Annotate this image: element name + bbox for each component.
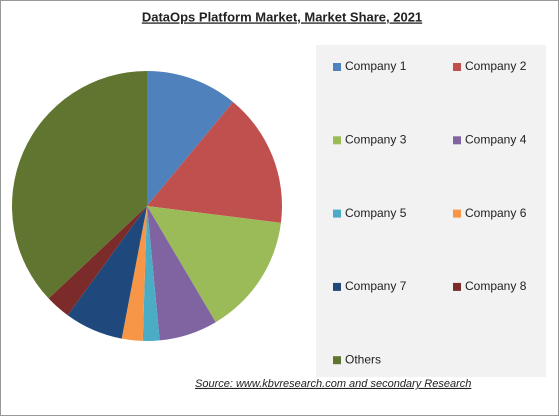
- pie-slice: [121, 206, 147, 341]
- legend-label: Company 6: [465, 206, 527, 220]
- legend-swatch: [333, 136, 341, 145]
- legend-swatch: [333, 356, 341, 365]
- legend-label: Company 1: [345, 59, 407, 73]
- legend-label: Company 4: [465, 132, 527, 146]
- pie-slice: [147, 71, 234, 206]
- pie-slice: [147, 206, 216, 341]
- pie-slice: [147, 101, 282, 223]
- legend-swatch: [453, 63, 461, 71]
- pie-slice: [147, 206, 281, 323]
- pie-slice: [12, 70, 148, 299]
- legend-label: Others: [345, 352, 381, 366]
- pie-slice: [48, 206, 147, 316]
- chart-title: DataOps Platform Market, Market Share, 2…: [142, 9, 422, 24]
- legend-label: Company 2: [465, 59, 527, 73]
- legend-label: Company 5: [345, 206, 407, 220]
- legend-swatch: [453, 282, 461, 291]
- legend-label: Company 3: [345, 132, 407, 146]
- pie-slice: [67, 206, 147, 339]
- legend-swatch: [333, 209, 341, 218]
- legend-swatch: [453, 209, 461, 218]
- legend-swatch: [333, 63, 341, 71]
- source-note: Source: www.kbvresearch.com and secondar…: [195, 378, 471, 390]
- legend-swatch: [453, 136, 461, 145]
- pie-slice: [142, 206, 160, 341]
- legend-area: [316, 45, 546, 377]
- legend-label: Company 8: [465, 279, 527, 293]
- legend-label: Company 7: [345, 279, 407, 293]
- legend-swatch: [333, 282, 341, 291]
